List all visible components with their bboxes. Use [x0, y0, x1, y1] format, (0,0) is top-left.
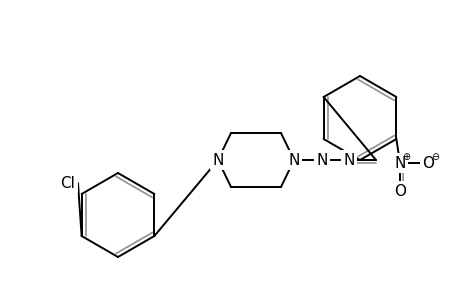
- Text: N: N: [288, 152, 299, 167]
- Text: N: N: [342, 152, 354, 167]
- Text: N: N: [393, 155, 405, 170]
- Text: N: N: [316, 152, 327, 167]
- Text: ⊕: ⊕: [401, 152, 409, 162]
- Text: O: O: [393, 184, 405, 199]
- Text: N: N: [212, 152, 223, 167]
- Text: ⊖: ⊖: [430, 152, 438, 162]
- Text: O: O: [421, 155, 433, 170]
- Text: Cl: Cl: [61, 176, 75, 190]
